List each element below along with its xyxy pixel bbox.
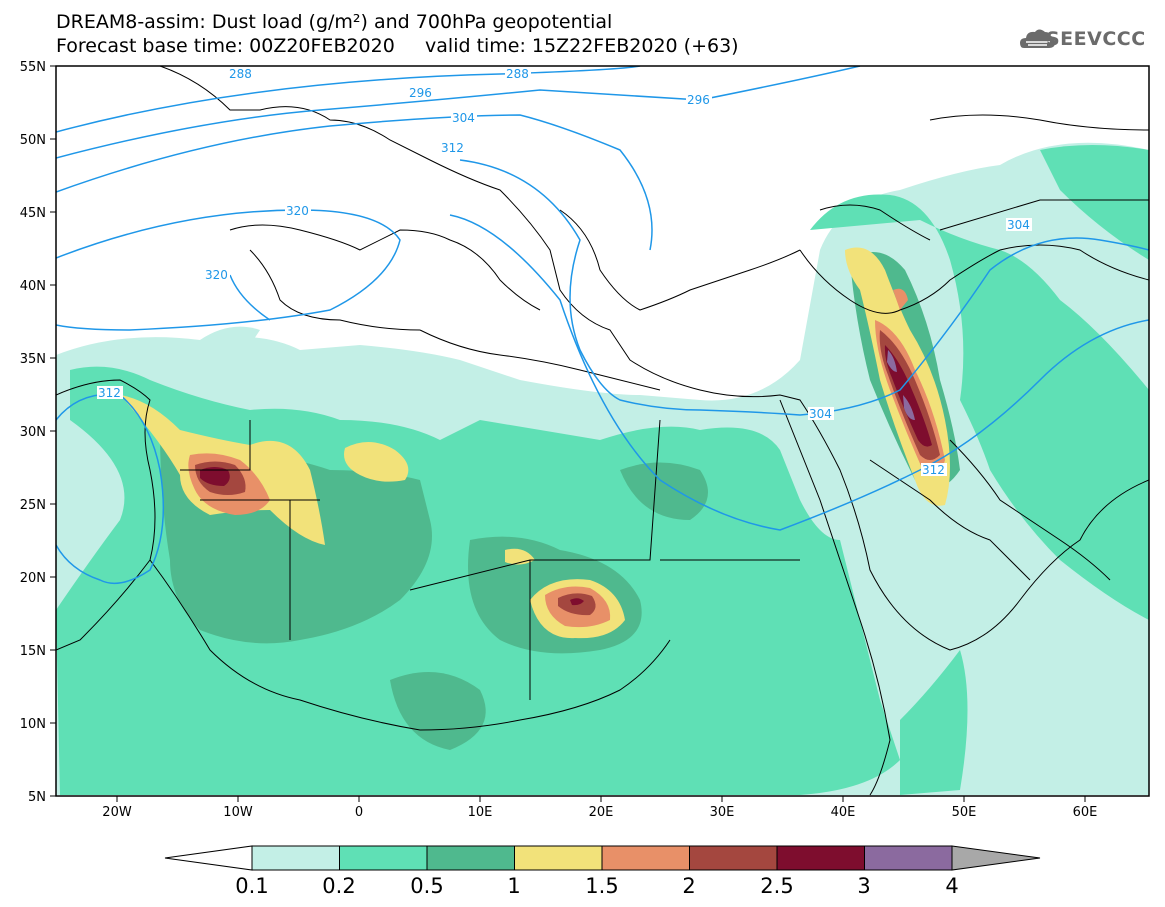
lat-label: 30N — [20, 425, 46, 440]
colorbar-swatch — [864, 845, 953, 871]
contour-label: 320 — [205, 268, 228, 282]
dust-region — [200, 467, 230, 486]
lon-label: 10W — [223, 805, 253, 820]
lon-label: 30E — [710, 805, 735, 820]
colorbar-under-triangle — [164, 845, 253, 871]
contour-line — [459, 159, 1149, 416]
lat-label: 45N — [20, 206, 46, 221]
colorbar-label: 2 — [682, 874, 695, 898]
colorbar-label: 0.5 — [410, 874, 443, 898]
contour-line — [56, 114, 653, 251]
dust-region — [620, 462, 708, 520]
contour-label: 296 — [409, 86, 432, 100]
contour-label: 320 — [286, 204, 309, 218]
lon-label: 0 — [355, 805, 363, 820]
contour-line — [449, 214, 1149, 531]
longitude-axis: 20W 10W 0 10E 20E 30E 40E 50E 60E — [102, 796, 1097, 820]
lat-label: 25N — [20, 498, 46, 513]
contour-line — [56, 66, 641, 133]
dust-load-shading — [56, 66, 1149, 796]
colorbar-label: 0.2 — [322, 874, 355, 898]
contour-label: 312 — [922, 463, 945, 477]
lon-label: 20E — [589, 805, 614, 820]
logo-text: SEEVCCC — [1046, 28, 1146, 50]
colorbar-swatch — [514, 845, 603, 871]
lat-label: 5N — [28, 790, 46, 805]
lat-label: 40N — [20, 279, 46, 294]
dust-region — [200, 326, 260, 345]
lat-label: 50N — [20, 133, 46, 148]
colorbar-swatch — [339, 845, 428, 871]
contour-label: 312 — [441, 141, 464, 155]
lat-label: 20N — [20, 571, 46, 586]
dust-region — [570, 598, 584, 606]
colorbar-label: 2.5 — [760, 874, 793, 898]
dust-region — [390, 672, 486, 750]
colorbar-over-triangle — [951, 845, 1041, 871]
colorbar-swatch — [776, 845, 865, 871]
contour-line — [229, 274, 271, 321]
coastlines — [56, 66, 1149, 796]
latitude-axis: 55N 50N 45N 40N 35N 30N 25N 20N 15N 10N … — [20, 60, 56, 805]
lat-label: 35N — [20, 352, 46, 367]
contour-line — [56, 209, 401, 331]
contour-line — [56, 66, 861, 159]
lat-label: 10N — [20, 717, 46, 732]
lon-label: 20W — [102, 805, 132, 820]
colorbar-label: 1.5 — [585, 874, 618, 898]
lon-label: 40E — [831, 805, 856, 820]
lat-label: 15N — [20, 644, 46, 659]
forecast-time-line: Forecast base time: 00Z20FEB2020 valid t… — [56, 35, 739, 57]
contour-label: 296 — [687, 93, 710, 107]
contour-labels: 288 288 296 296 304 312 320 320 312 304 … — [97, 67, 1032, 477]
lon-label: 60E — [1073, 805, 1098, 820]
dust-region — [893, 288, 908, 310]
colorbar-label: 3 — [857, 874, 870, 898]
colorbar-label: 1 — [507, 874, 520, 898]
lon-label: 10E — [468, 805, 493, 820]
colorbar-label: 0.1 — [235, 874, 268, 898]
colorbar-swatch — [601, 845, 690, 871]
lat-label: 55N — [20, 60, 46, 75]
contour-label: 312 — [98, 386, 121, 400]
colorbar-label: 4 — [945, 874, 958, 898]
colorbar-swatch — [251, 845, 340, 871]
colorbar: 0.1 0.2 0.5 1 1.5 2 2.5 3 4 — [164, 845, 1041, 898]
dust-region — [887, 350, 897, 372]
cloud-logo-icon — [1020, 29, 1056, 48]
contour-label: 304 — [1007, 218, 1030, 232]
colorbar-swatch — [426, 845, 515, 871]
dust-region — [903, 395, 915, 420]
contour-label: 304 — [452, 111, 475, 125]
chart-title: DREAM8-assim: Dust load (g/m²) and 700hP… — [56, 11, 613, 33]
colorbar-swatch — [689, 845, 778, 871]
dust-region — [344, 441, 409, 482]
dust-region — [900, 650, 968, 795]
contour-label: 288 — [506, 67, 529, 81]
dust-region — [1040, 145, 1149, 260]
contour-label: 304 — [809, 407, 832, 421]
dust-region — [810, 194, 1149, 620]
contour-label: 288 — [229, 67, 252, 81]
lon-label: 50E — [952, 805, 977, 820]
geopotential-contours — [56, 66, 1149, 585]
